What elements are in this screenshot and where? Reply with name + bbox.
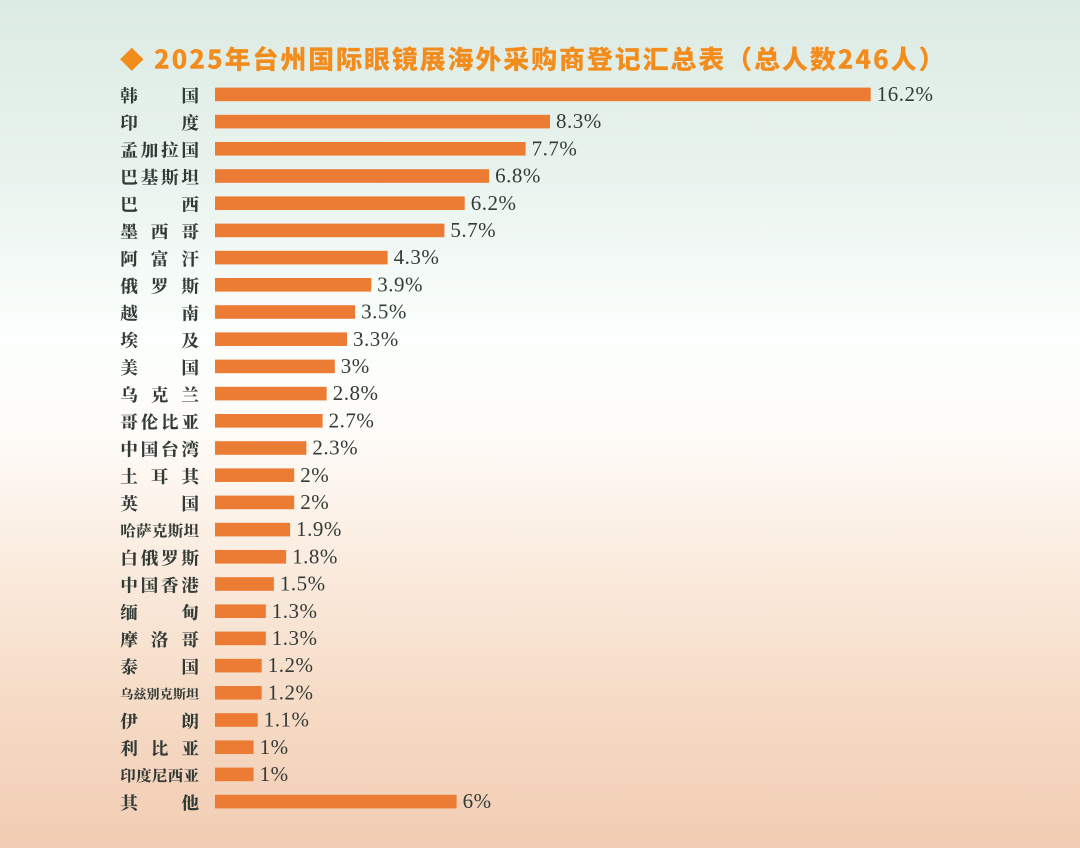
svg-text:6.2%: 6.2%	[471, 191, 517, 215]
svg-text:2.3%: 2.3%	[312, 436, 358, 460]
svg-text:8.3%: 8.3%	[556, 109, 602, 133]
svg-text:16.2%: 16.2%	[877, 82, 934, 106]
svg-text:3.3%: 3.3%	[353, 327, 399, 351]
svg-text:1.3%: 1.3%	[272, 599, 318, 623]
svg-text:1%: 1%	[260, 762, 289, 786]
svg-text:1.5%: 1.5%	[280, 572, 326, 596]
svg-text:3.9%: 3.9%	[377, 272, 423, 296]
svg-text:7.7%: 7.7%	[532, 136, 578, 160]
svg-text:2%: 2%	[300, 490, 329, 514]
svg-text:5.7%: 5.7%	[450, 218, 496, 242]
svg-text:1%: 1%	[260, 735, 289, 759]
svg-text:6%: 6%	[463, 789, 492, 813]
svg-text:6.8%: 6.8%	[495, 164, 541, 188]
svg-text:3%: 3%	[341, 354, 370, 378]
svg-text:2.7%: 2.7%	[329, 408, 375, 432]
svg-text:1.9%: 1.9%	[296, 517, 342, 541]
svg-text:3.5%: 3.5%	[361, 300, 407, 324]
svg-text:1.1%: 1.1%	[264, 708, 310, 732]
svg-text:4.3%: 4.3%	[394, 245, 440, 269]
svg-text:1.2%: 1.2%	[268, 680, 314, 704]
svg-text:1.2%: 1.2%	[268, 653, 314, 677]
svg-text:2.8%: 2.8%	[333, 381, 379, 405]
svg-text:1.8%: 1.8%	[292, 544, 338, 568]
svg-text:2%: 2%	[300, 463, 329, 487]
svg-text:1.3%: 1.3%	[272, 626, 318, 650]
